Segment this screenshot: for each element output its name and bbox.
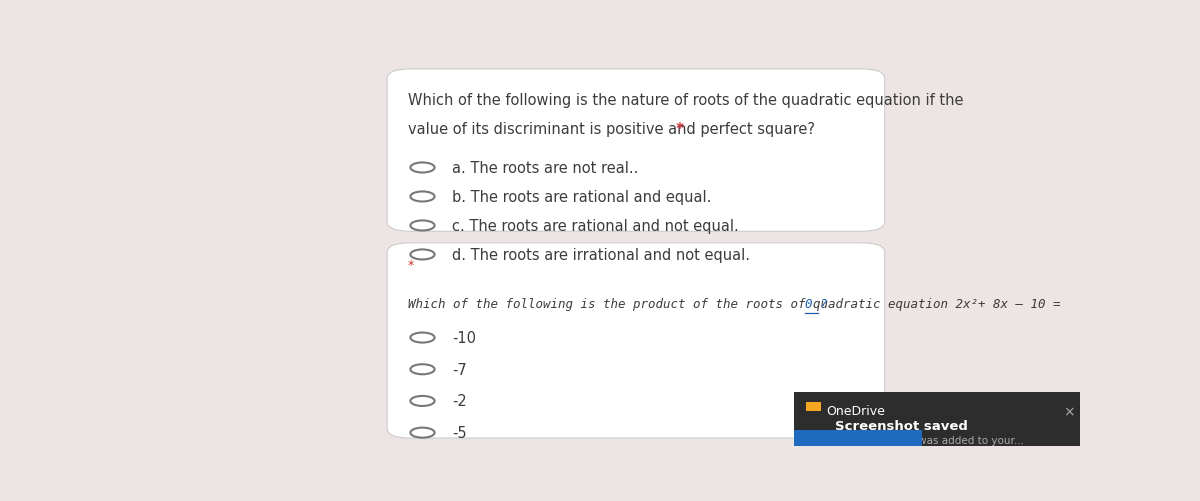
Text: Which of the following is the nature of roots of the quadratic equation if the: Which of the following is the nature of … — [408, 93, 964, 108]
Text: -10: -10 — [452, 330, 476, 345]
FancyBboxPatch shape — [793, 430, 923, 446]
FancyBboxPatch shape — [793, 392, 1080, 446]
Text: ×: × — [1063, 404, 1075, 418]
Text: OneDrive: OneDrive — [826, 404, 884, 417]
FancyBboxPatch shape — [388, 243, 884, 438]
Text: -2: -2 — [452, 393, 467, 408]
Text: c. The roots are rational and not equal.: c. The roots are rational and not equal. — [452, 218, 739, 233]
Text: Screenshot saved: Screenshot saved — [835, 419, 968, 432]
Text: d. The roots are irrational and not equal.: d. The roots are irrational and not equa… — [452, 247, 750, 262]
FancyBboxPatch shape — [388, 70, 884, 232]
Text: 0 ?: 0 ? — [804, 298, 827, 310]
Text: -7: -7 — [452, 362, 467, 377]
Text: b. The roots are rational and equal.: b. The roots are rational and equal. — [452, 189, 712, 204]
Text: value of its discriminant is positive and perfect square?: value of its discriminant is positive an… — [408, 122, 815, 137]
Text: The screenshot was added to your...: The screenshot was added to your... — [835, 435, 1025, 445]
Text: a. The roots are not real..: a. The roots are not real.. — [452, 160, 638, 175]
Text: Which of the following is the product of the roots of quadratic equation 2x²+ 8x: Which of the following is the product of… — [408, 298, 1068, 310]
Text: -5: -5 — [452, 425, 467, 440]
FancyBboxPatch shape — [805, 403, 821, 411]
Text: *: * — [671, 122, 684, 137]
Text: *: * — [408, 259, 414, 272]
